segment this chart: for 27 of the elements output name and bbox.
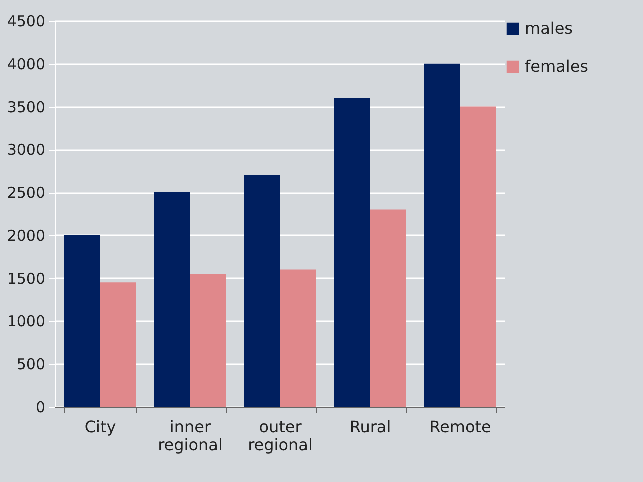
- x-tick-label: City: [84, 418, 116, 436]
- bar: [460, 106, 496, 407]
- y-tick-label: 2500: [7, 184, 46, 202]
- bar: [100, 282, 136, 407]
- y-tick-label: 0: [36, 398, 46, 416]
- y-tick-label: 4500: [7, 12, 46, 30]
- y-tick-label: 3000: [7, 141, 46, 160]
- x-tick-label: Remote: [430, 418, 492, 436]
- bar: [334, 98, 370, 407]
- bar: [244, 175, 280, 407]
- y-tick-label: 1500: [7, 270, 46, 288]
- bar: [424, 64, 460, 407]
- y-tick-label: 500: [16, 356, 46, 374]
- bar: [280, 270, 316, 407]
- y-tick-label: 4000: [7, 55, 46, 74]
- x-tick-label: Rural: [350, 418, 392, 436]
- bar: [154, 192, 190, 407]
- y-tick-label: 1000: [7, 312, 46, 331]
- bar: [190, 274, 226, 407]
- y-tick-label: 2000: [7, 226, 46, 245]
- x-tick-label: inner regional: [158, 418, 223, 454]
- legend-label: males: [525, 19, 574, 38]
- bar: [64, 235, 100, 407]
- bar: [370, 210, 406, 407]
- y-tick-label: 3500: [7, 98, 46, 116]
- x-tick-label: outer regional: [248, 418, 313, 454]
- legend-label: females: [525, 57, 588, 76]
